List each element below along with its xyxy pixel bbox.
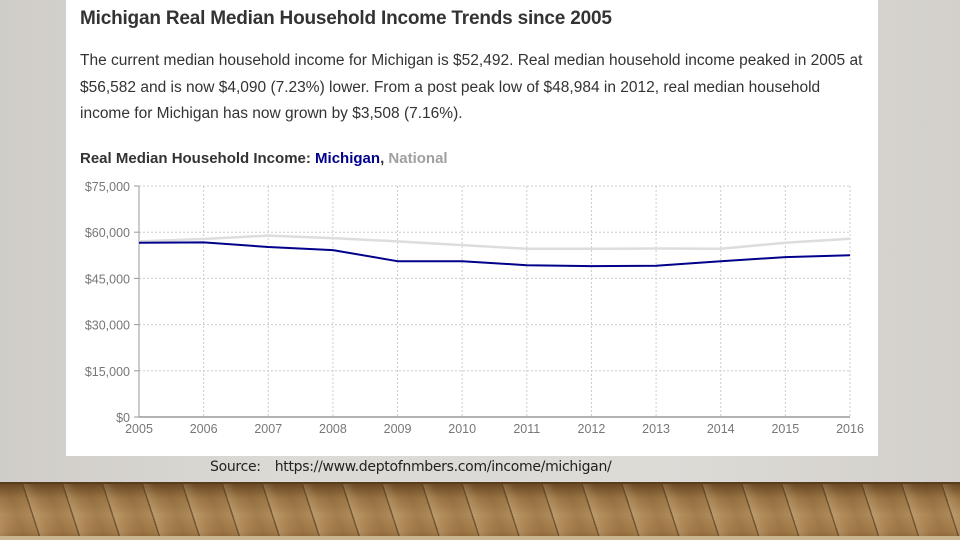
- legend-national: National: [388, 150, 448, 167]
- income-line-chart: $0 $15,000 $30,000 $45,000 $60,000 $75,000 200…: [85, 180, 864, 436]
- chart-title: Real Median Household Income: Michigan, …: [80, 150, 448, 167]
- x-tick-label: 2013: [642, 422, 670, 436]
- y-tick-label: $75,000: [85, 180, 130, 194]
- y-tick-label: $60,000: [85, 226, 130, 240]
- floor-edge-decoration: [0, 536, 960, 540]
- series-line-national: [138, 234, 851, 251]
- x-tick-label: 2014: [707, 422, 735, 436]
- income-summary-paragraph: The current median household income for …: [80, 52, 863, 122]
- x-tick-label: 2005: [125, 422, 153, 436]
- x-tick-label: 2010: [448, 422, 476, 436]
- source-url: https://www.deptofnmbers.com/income/mich…: [274, 459, 612, 475]
- source-label: Source:: [210, 459, 261, 475]
- screenshot-panel: Michigan Real Median Household Income Tr…: [66, 0, 878, 456]
- x-tick-label: 2016: [836, 422, 864, 436]
- series-line-michigan: [138, 241, 851, 268]
- x-tick-label: 2006: [190, 422, 218, 436]
- chart-title-prefix: Real Median Household Income:: [80, 150, 316, 167]
- legend-michigan: Michigan: [315, 150, 381, 167]
- y-tick-label: $30,000: [85, 319, 130, 333]
- x-tick-label: 2007: [254, 422, 282, 436]
- legend-separator: ,: [380, 150, 389, 167]
- y-tick-label: $15,000: [85, 365, 130, 379]
- x-tick-label: 2009: [384, 422, 412, 436]
- x-tick-label: 2008: [319, 422, 347, 436]
- source-citation: Source: https://www.deptofnmbers.com/inco…: [210, 459, 612, 475]
- page-title: Michigan Real Median Household Income Tr…: [80, 8, 612, 29]
- y-tick-label: $45,000: [85, 272, 130, 286]
- x-tick-label: 2012: [578, 422, 606, 436]
- wood-floor-decoration: [0, 482, 960, 540]
- x-tick-label: 2011: [513, 422, 540, 436]
- x-tick-label: 2015: [771, 422, 799, 436]
- y-tick-label: $0: [116, 411, 130, 425]
